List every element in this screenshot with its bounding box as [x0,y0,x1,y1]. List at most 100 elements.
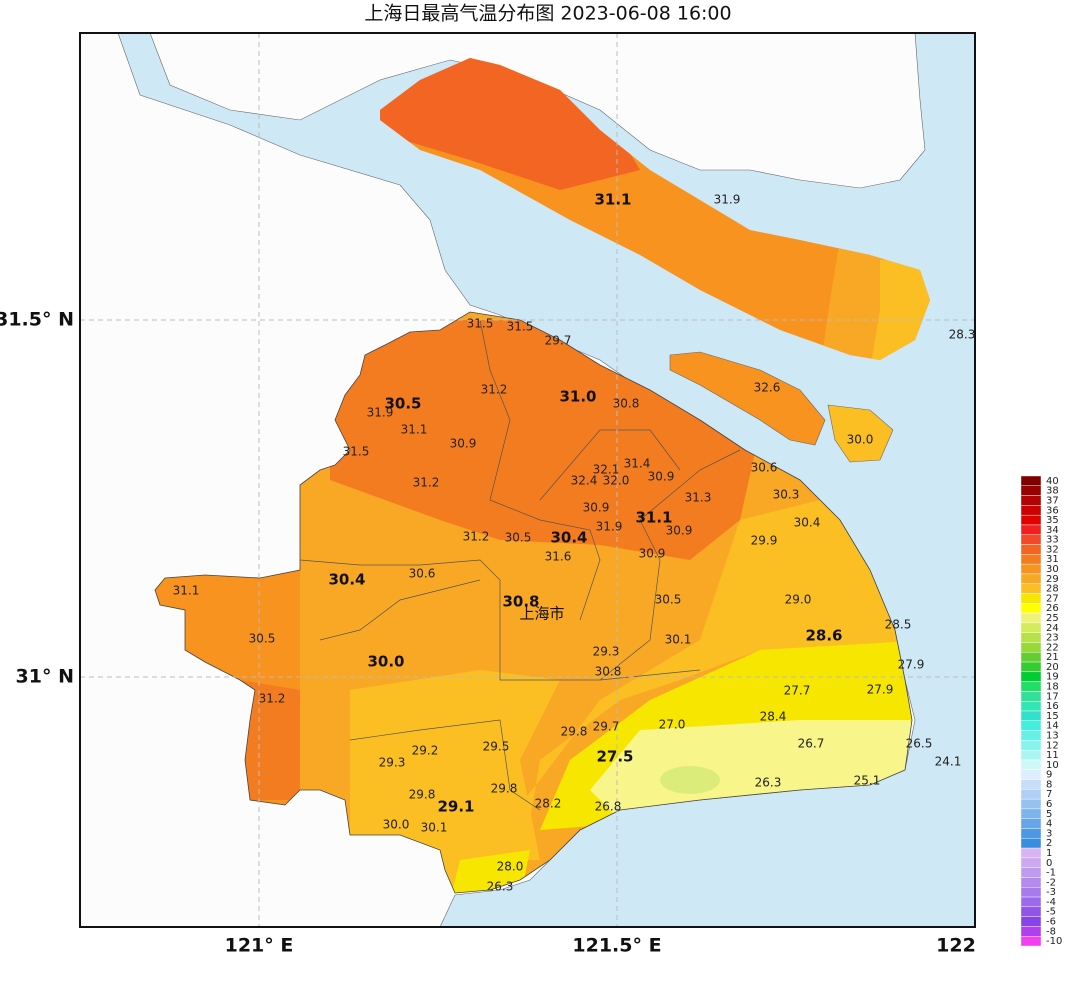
station-value: 27.5 [596,748,633,766]
station-value: 26.5 [906,737,933,751]
colorbar-label: 38 [1046,486,1059,497]
station-value: 28.5 [885,618,912,632]
lat-label: 31.5° N [0,309,74,331]
colorbar-label: 19 [1046,672,1059,683]
colorbar-swatch [1020,838,1042,849]
colorbar-label: 36 [1046,505,1059,516]
station-value: 31.2 [413,476,440,490]
station-value: 30.4 [550,529,587,547]
colorbar-label: 10 [1046,760,1059,771]
station-value: 31.6 [545,550,572,564]
colorbar-label: 37 [1046,495,1059,506]
colorbar-swatch [1020,671,1042,682]
colorbar-swatch [1020,691,1042,702]
colorbar-swatch [1020,857,1042,868]
colorbar-label: 32 [1046,544,1059,555]
station-value: 30.9 [583,501,610,515]
colorbar-label: 20 [1046,662,1059,673]
lon-label: 122 [936,935,976,957]
station-value: 28.2 [535,797,562,811]
station-value: 27.9 [867,683,894,697]
colorbar-label: 23 [1046,633,1059,644]
station-value: 26.8 [595,800,622,814]
colorbar-label: 16 [1046,701,1059,712]
colorbar-label: 1 [1046,848,1052,859]
colorbar-swatch [1020,710,1042,721]
colorbar-swatch [1020,701,1042,712]
colorbar-label: 35 [1046,515,1059,526]
station-value: 29.5 [483,740,510,754]
station-value: 30.1 [665,633,692,647]
station-value: 30.8 [613,397,640,411]
station-value: 32.0 [603,474,630,488]
colorbar-label: 6 [1046,799,1052,810]
colorbar-label: 9 [1046,770,1052,781]
colorbar-label: 30 [1046,564,1059,575]
colorbar-label: -5 [1046,907,1056,918]
changxing [669,351,826,446]
colorbar-label: 7 [1046,789,1052,800]
colorbar-label: 33 [1046,535,1059,546]
station-value: 30.0 [383,818,410,832]
colorbar-label: 12 [1046,740,1059,751]
colorbar-swatch [1020,740,1042,751]
colorbar-swatch [1020,808,1042,819]
station-value: 31.5 [343,445,370,459]
colorbar-swatch [1020,798,1042,810]
colorbar-swatch [1020,847,1042,859]
station-value: 31.4 [624,457,651,471]
map-frame [79,32,976,928]
colorbar-swatch [1020,906,1042,917]
station-value: 31.9 [367,406,394,420]
station-value: 26.3 [755,776,782,790]
colorbar-label: 18 [1046,682,1059,693]
colorbar-swatch [1020,681,1042,692]
colorbar-label: -6 [1046,917,1056,928]
colorbar-label: 40 [1046,476,1059,487]
colorbar-swatch [1020,877,1042,888]
station-value: 31.2 [463,530,490,544]
station-value: 30.5 [249,632,276,646]
colorbar-swatch [1020,632,1042,643]
colorbar-swatch [1020,485,1042,496]
station-value: 25.1 [854,774,881,788]
north-shore [149,33,926,189]
station-value: 31.2 [481,383,508,397]
station-value: 29.0 [785,593,812,607]
colorbar-label: 28 [1046,584,1059,595]
colorbar-swatch [1020,779,1042,790]
station-value: 31.1 [635,509,672,527]
colorbar-swatch [1020,916,1042,927]
station-value: 30.4 [328,571,365,589]
station-value: 31.1 [173,584,200,598]
lon-label: 121° E [225,935,294,957]
colorbar-label: 24 [1046,623,1059,634]
station-value: 31.1 [401,423,428,437]
colorbar-swatch [1020,769,1042,780]
colorbar-swatch [1020,789,1042,800]
colorbar-swatch [1020,652,1042,663]
station-value: 29.7 [545,334,572,348]
colorbar-label: -2 [1046,877,1056,888]
colorbar-swatch [1020,749,1042,761]
colorbar-swatch [1020,544,1042,555]
colorbar-label: -1 [1046,868,1056,879]
colorbar-label: 27 [1046,593,1059,604]
station-value: 28.3 [949,328,976,342]
station-value: 26.3 [487,880,514,894]
station-value: 32.1 [593,463,620,477]
colorbar-swatch [1020,759,1042,770]
station-value: 31.3 [685,491,712,505]
colorbar-swatch [1020,612,1042,624]
station-value: 30.5 [505,531,532,545]
station-value: 26.7 [798,737,825,751]
station-value: 30.9 [666,524,693,538]
colorbar-label: -8 [1046,926,1056,937]
station-value: 30.8 [595,665,622,679]
station-value: 30.5 [655,593,682,607]
station-value: 27.9 [898,658,925,672]
station-value: 29.8 [561,725,588,739]
colorbar-swatch [1020,505,1042,516]
colorbar-swatch [1020,563,1042,575]
